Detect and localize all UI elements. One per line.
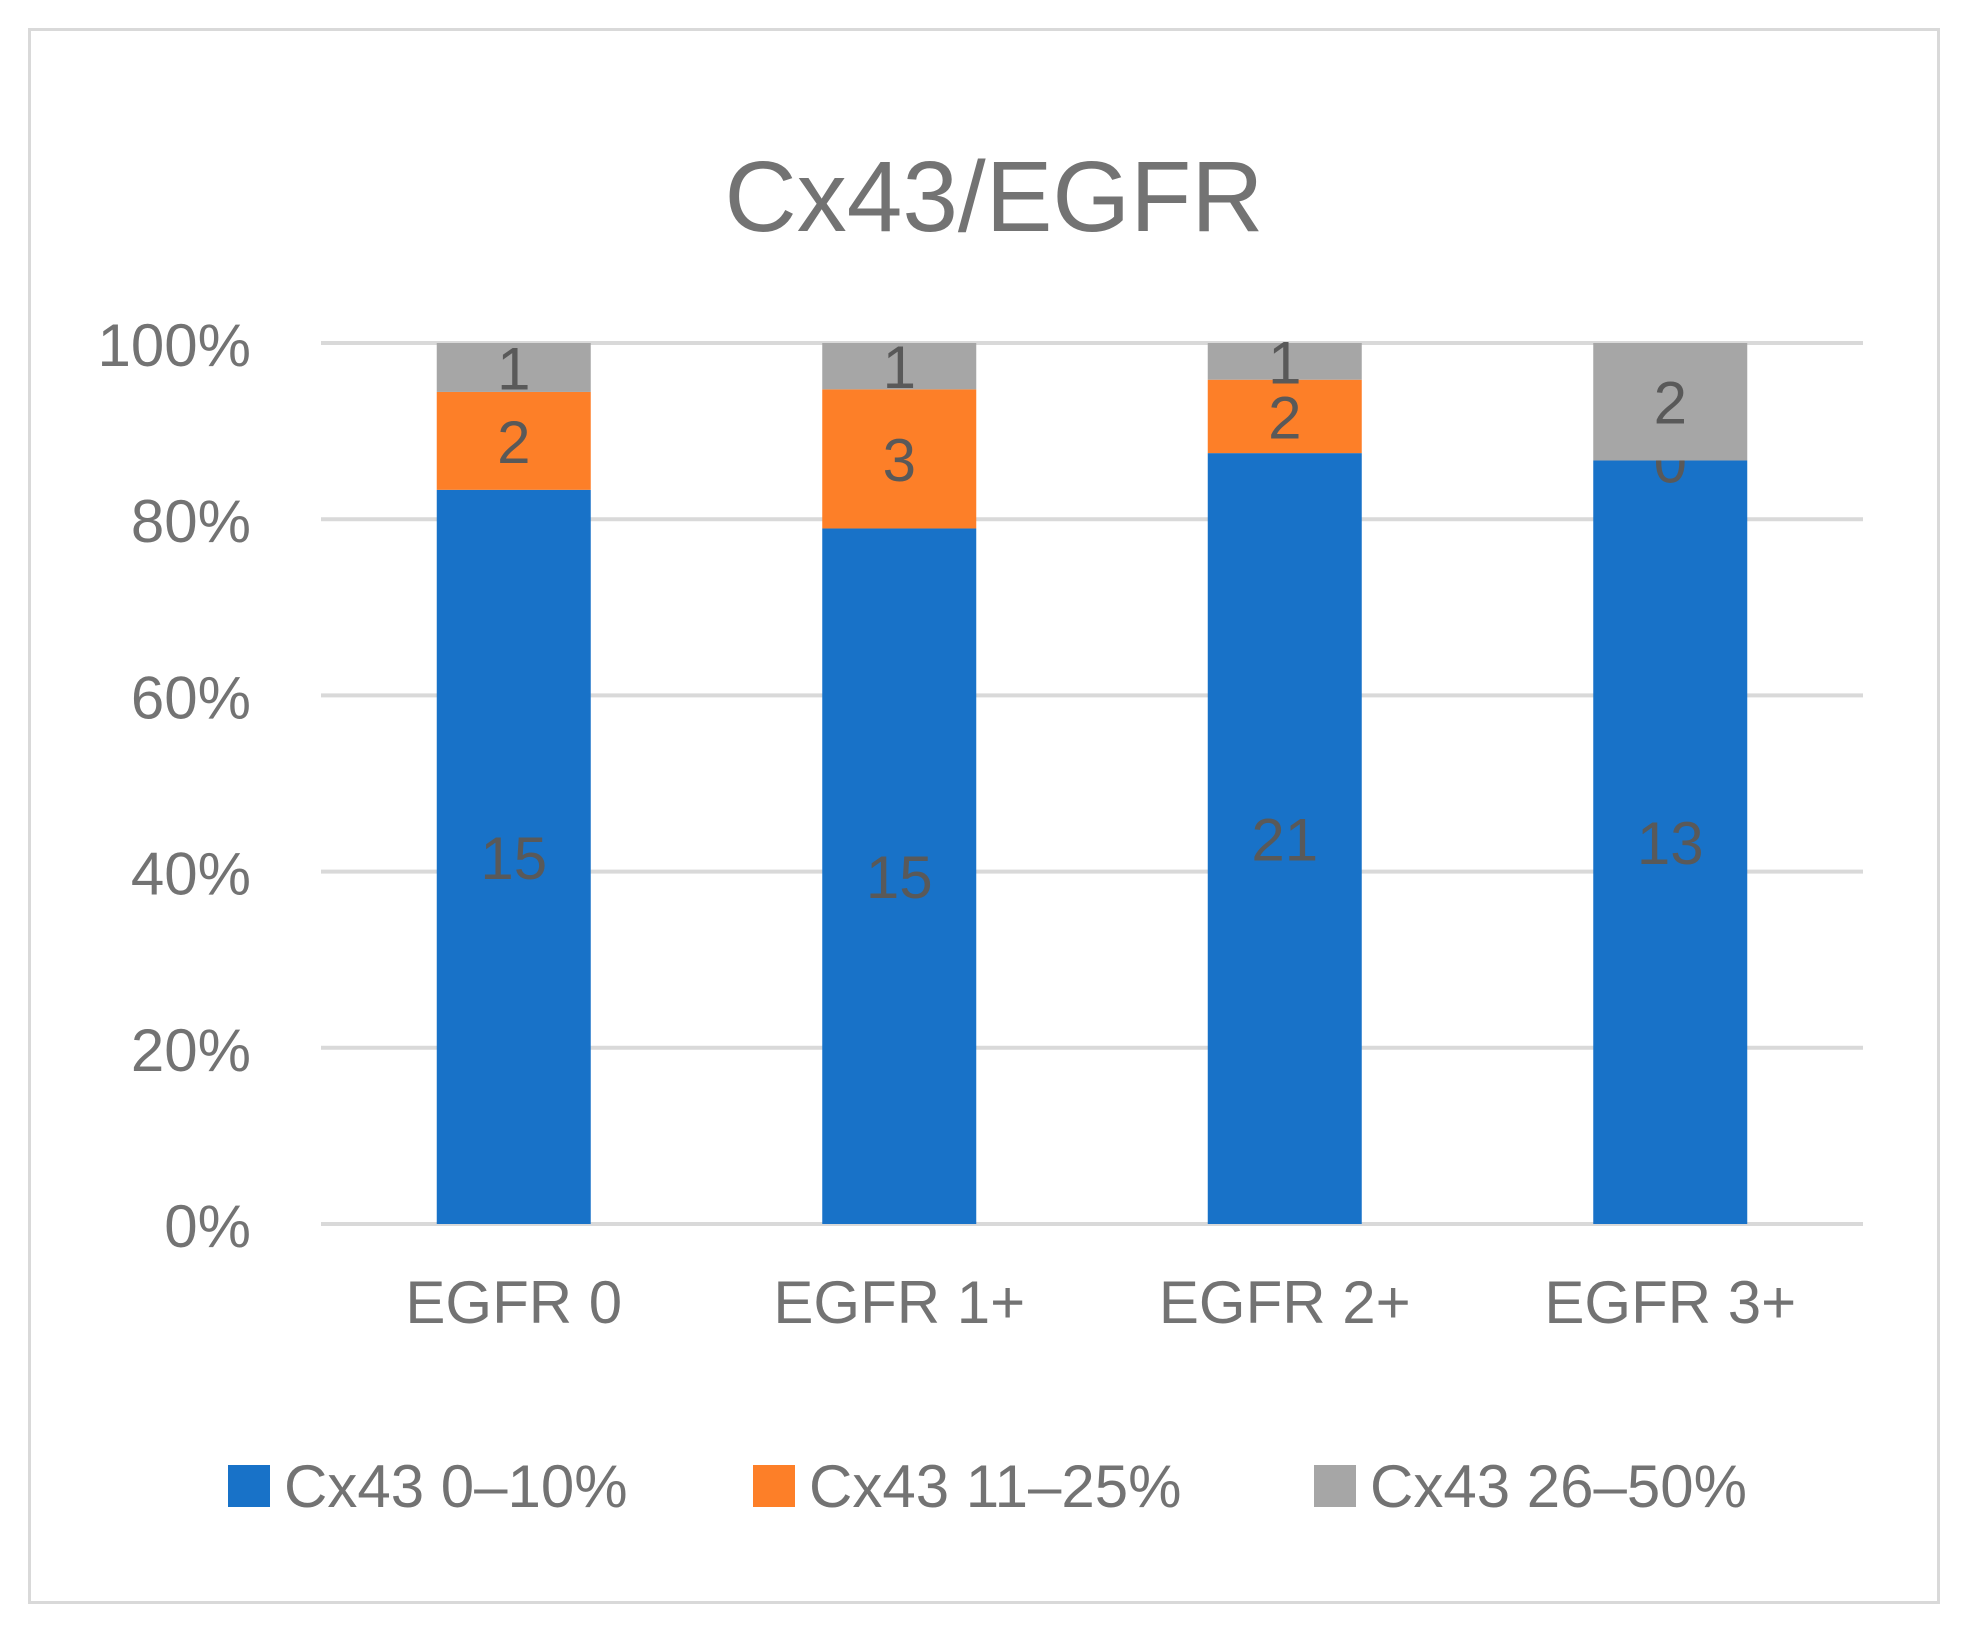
bar-segment [822,343,977,390]
legend-swatch [1314,1465,1356,1507]
chart-svg: Cx43/EGFR 0%20%40%60%80%100% 15211531212… [98,141,1863,1520]
data-label: 21 [1251,807,1318,874]
legend: Cx43 0–10% Cx43 11–25% Cx43 26–50% [228,1453,1747,1520]
legend-label: Cx43 11–25% [809,1453,1181,1520]
chart-frame: Cx43/EGFR 0% 20% 40% 60% 80% 100% 15 2 1 15 3 1 21 2… [28,28,1940,1604]
data-label: 15 [480,825,547,892]
x-tick-label: EGFR 2+ [1159,1269,1411,1336]
y-axis-ticks: 0% 20% 40% 60% 80% 100% [98,312,251,1260]
data-label: 3 [883,427,916,494]
bar-segment [1207,343,1362,380]
bar-segment [1593,460,1748,1224]
x-tick-label: EGFR 0 [405,1269,622,1336]
y-tick-label: 20% [131,1017,251,1084]
legend-label: Cx43 26–50% [1370,1453,1747,1520]
x-tick-label: EGFR 3+ [1544,1269,1796,1336]
chart-title: Cx43/EGFR [724,141,1263,253]
bar-segment [822,528,977,1224]
data-label: 2 [1268,384,1301,451]
bar-segment [436,391,591,490]
data-label: 15 [866,844,933,911]
y-tick-label: 100% [98,312,251,379]
data-label: 1 [497,335,530,402]
legend-label: Cx43 0–10% [284,1453,628,1520]
x-axis-labels: EGFR 0 EGFR 1+ EGFR 2+ EGFR 3+ [405,1269,1796,1336]
data-label: 13 [1637,810,1704,877]
bar-segment [822,389,977,529]
bar-segment [436,343,591,392]
y-tick-label: 40% [131,841,251,908]
data-label: 1 [1268,329,1301,396]
bar-segment [436,489,591,1224]
y-tick-label: 60% [131,664,251,731]
data-label: 1 [883,334,916,401]
bar-segment [1207,453,1362,1224]
x-tick-label: EGFR 1+ [773,1269,1025,1336]
bar-segment [1207,379,1362,454]
legend-swatch [228,1465,270,1507]
legend-swatch [753,1465,795,1507]
y-tick-label: 80% [131,488,251,555]
data-label: 2 [1654,370,1687,437]
bar-segment [1593,343,1748,461]
data-label: 2 [497,409,530,476]
y-tick-label: 0% [164,1193,251,1260]
